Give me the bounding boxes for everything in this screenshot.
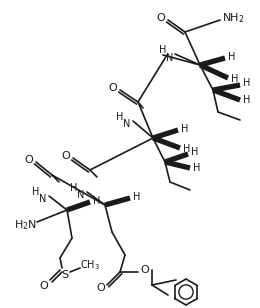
Text: H: H xyxy=(133,192,141,202)
Text: O: O xyxy=(141,265,149,275)
Text: O: O xyxy=(109,83,117,93)
Text: H: H xyxy=(243,78,251,88)
Text: H: H xyxy=(243,95,251,105)
Text: O: O xyxy=(97,283,105,293)
Text: H: H xyxy=(191,147,199,157)
Text: N: N xyxy=(77,190,85,200)
Text: H: H xyxy=(231,74,239,84)
Text: H: H xyxy=(32,187,40,197)
Text: H: H xyxy=(159,45,167,55)
Text: N: N xyxy=(166,53,174,63)
Text: CH$_3$: CH$_3$ xyxy=(80,258,100,272)
Text: O: O xyxy=(62,151,70,161)
Text: H: H xyxy=(183,144,191,154)
Text: NH$_2$: NH$_2$ xyxy=(222,11,244,25)
Text: O: O xyxy=(40,281,48,291)
Text: N: N xyxy=(123,119,131,129)
Text: H: H xyxy=(228,52,236,62)
Text: S: S xyxy=(61,270,69,280)
Text: H: H xyxy=(181,124,189,134)
Text: H: H xyxy=(193,163,201,173)
Text: H: H xyxy=(70,183,78,193)
Text: O: O xyxy=(25,155,33,165)
Text: N: N xyxy=(39,194,47,204)
Text: H: H xyxy=(116,112,124,122)
Text: H: H xyxy=(93,196,101,206)
Text: H$_2$N: H$_2$N xyxy=(14,218,36,232)
Text: O: O xyxy=(157,13,165,23)
